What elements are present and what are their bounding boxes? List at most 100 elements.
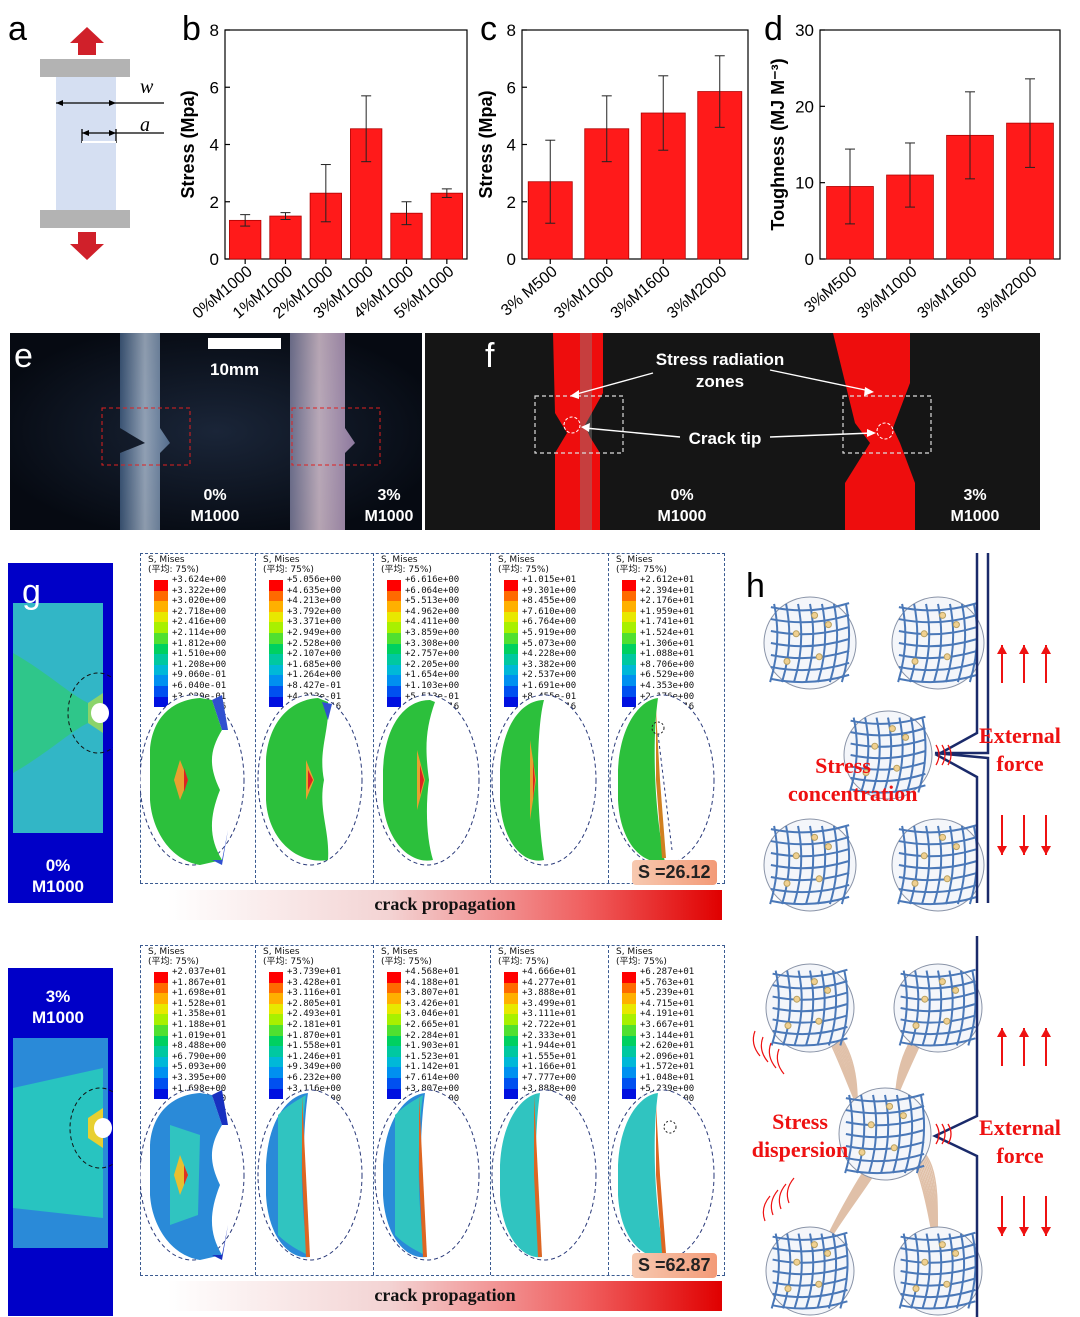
legend-subtitle: (平均: 75%): [381, 957, 432, 967]
polymer-network-sphere: [765, 963, 855, 1053]
force-arrowhead: [1019, 846, 1029, 855]
legend-value: +3.888e+00: [522, 1083, 577, 1094]
legend-swatch: [269, 643, 283, 655]
polymer-network-sphere: [891, 818, 985, 912]
y-tick-label: 8: [210, 21, 219, 40]
legend-swatch: [504, 643, 518, 655]
panel-h-diagram: [752, 553, 1051, 1317]
legend-swatch: [269, 1024, 283, 1036]
external-force-bottom-label: External force: [979, 1115, 1061, 1168]
x-tick-label: 3%M500: [801, 263, 860, 317]
legend-swatch: [269, 590, 283, 602]
legend-value: +3.371e+00: [287, 617, 342, 628]
fem-legend: S, Mises (平均: 75%) +1.015e+01 +9.301e+00 +8.…: [498, 555, 576, 712]
legend-subtitle: (平均: 75%): [263, 565, 314, 575]
panel-label-e: e: [14, 337, 33, 375]
legend-value: +4.353e+00: [640, 680, 695, 691]
stress-dispersion-label: Stress dispersion: [751, 1109, 849, 1162]
x-tick-label: 3%M1000: [854, 263, 920, 322]
legend-swatch: [622, 1088, 636, 1100]
fem-bottom-sample-label: 3% M1000: [32, 987, 84, 1027]
legend-value: +2.114e+00: [172, 627, 227, 638]
force-arrowhead: [997, 645, 1007, 654]
legend-swatch: [154, 1067, 168, 1078]
legend-swatch: [269, 601, 283, 612]
legend-value: +2.394e+01: [640, 585, 695, 596]
legend-colorbar: [269, 972, 283, 1100]
legend-swatch: [269, 622, 283, 633]
legend-value: +2.181e+01: [287, 1019, 342, 1030]
legend-value: +9.060e-01: [172, 670, 227, 681]
x-tick-label: 3%M2000: [664, 263, 730, 322]
legend-swatch: [504, 601, 518, 612]
plot-frame: [819, 29, 1061, 260]
legend-swatch: [387, 1024, 401, 1036]
legend-value: +3.739e+01: [287, 967, 342, 977]
legend-swatch: [504, 1046, 518, 1057]
legend-swatch: [622, 685, 636, 697]
legend-value: +1.103e+00: [405, 680, 460, 691]
specimen: [56, 77, 116, 210]
legend-swatch: [269, 982, 283, 994]
y-tick-label: 8: [507, 21, 516, 40]
legend-colorbar: [622, 580, 636, 708]
legend-subtitle: (平均: 75%): [381, 565, 432, 575]
legend-value: +6.529e+00: [640, 670, 695, 681]
legend-value: +6.616e+00: [405, 575, 460, 585]
legend-value: +3.395e+00: [172, 1072, 227, 1083]
legend-swatch: [504, 696, 518, 708]
force-arrowhead: [997, 1028, 1007, 1037]
panel-label-b: b: [182, 10, 201, 48]
y-tick-label: 0: [210, 250, 219, 269]
legend-swatch: [387, 1035, 401, 1047]
legend-value: +7.610e+00: [522, 606, 577, 617]
legend-swatch: [504, 1056, 518, 1068]
legend-swatch: [154, 675, 168, 686]
legend-swatch: [504, 1077, 518, 1089]
fem-specimen-top: [8, 563, 113, 903]
legend-value: +1.691e+00: [522, 680, 577, 691]
legend-value: +3.888e+01: [522, 988, 577, 999]
legend-value: +1.208e+00: [172, 659, 227, 670]
fem-ellipses-top: [140, 694, 715, 866]
legend-value: +2.528e+00: [287, 638, 342, 649]
s-value-top: S =26.12: [632, 860, 717, 885]
force-arrowhead: [1041, 1028, 1051, 1037]
legend-value: +2.037e+01: [172, 967, 227, 977]
legend-value: +1.048e+01: [640, 1072, 695, 1083]
legend-swatch: [622, 1014, 636, 1025]
legend-swatch: [504, 685, 518, 697]
legend-value: +3.046e+01: [405, 1009, 460, 1020]
legend-swatch: [622, 1046, 636, 1057]
legend-swatch: [154, 622, 168, 633]
legend-colorbar: [387, 580, 401, 708]
bottom-clamp: [40, 210, 130, 228]
roi-box-f-right: [842, 395, 932, 454]
legend-swatch: [269, 1046, 283, 1057]
legend-value: +5.073e+00: [522, 638, 577, 649]
legend-swatch: [387, 622, 401, 633]
legend-swatch: [154, 1046, 168, 1057]
legend-swatch: [504, 622, 518, 633]
legend-swatch: [154, 611, 168, 623]
legend-swatch: [387, 1067, 401, 1078]
fem-legend: S, Mises (平均: 75%) +6.616e+00 +6.064e+00 +5.…: [381, 555, 459, 712]
legend-value: +5.056e+00: [287, 575, 342, 585]
legend-swatch: [154, 1077, 168, 1089]
fem-specimen-bottom: [8, 968, 113, 1316]
y-axis-title: Stress (Mpa): [180, 90, 198, 198]
stress-radiation-label: Stress radiation zones: [655, 350, 785, 391]
legend-value: +1.015e+01: [522, 575, 577, 585]
legend-value: +2.805e+01: [287, 998, 342, 1009]
legend-value: +8.455e+00: [522, 596, 577, 607]
legend-value: +3.807e+00: [405, 1083, 460, 1094]
legend-swatch: [387, 1056, 401, 1068]
legend-swatch: [504, 675, 518, 686]
legend-value: +3.382e+00: [522, 659, 577, 670]
legend-value: +1.523e+01: [405, 1051, 460, 1062]
legend-swatch: [504, 664, 518, 676]
legend-title: S, Mises: [498, 555, 535, 565]
legend-value: +1.510e+00: [172, 649, 227, 660]
legend-value: +3.020e+00: [172, 596, 227, 607]
